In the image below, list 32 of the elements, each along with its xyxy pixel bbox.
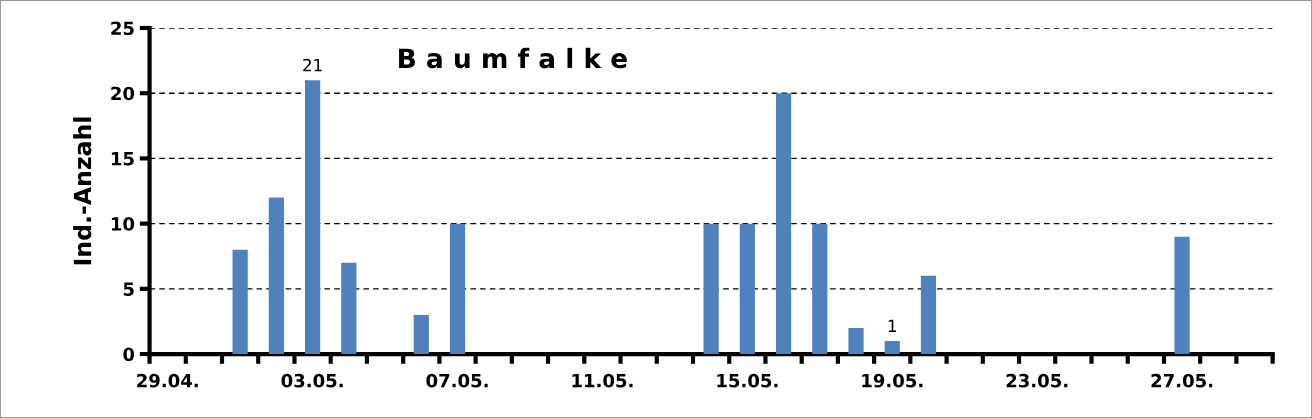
bar [920, 275, 937, 355]
bar [884, 341, 900, 355]
bar [232, 249, 248, 355]
x-tick-label: 07.05. [426, 373, 488, 388]
bar [739, 223, 755, 355]
y-tick-label: 0 [123, 347, 135, 362]
bar [848, 327, 864, 355]
bar [413, 314, 429, 355]
bar [304, 80, 321, 355]
bar [449, 223, 466, 355]
x-tick-label: 15.05. [717, 373, 778, 388]
text: B a u m f a l k e [399, 47, 627, 69]
data-label: 21 [303, 58, 322, 72]
x-tick-label: 29.04. [137, 373, 198, 388]
x-tick-label: 27.05. [1151, 373, 1213, 388]
x-tick-label: 23.05. [1006, 373, 1068, 388]
x-tick-label: 11.05. [572, 373, 633, 388]
y-tick-label: 25 [111, 21, 134, 36]
data-label: 1 [888, 319, 897, 332]
bar [1174, 236, 1190, 355]
y-tick-label: 10 [111, 217, 135, 231]
y-tick-label: 20 [111, 86, 135, 101]
bar [268, 197, 284, 355]
bar [775, 93, 792, 355]
y-tick-label: 5 [123, 282, 134, 296]
bar [812, 223, 828, 355]
x-tick-label: 19.05. [862, 373, 923, 388]
bar [341, 262, 357, 355]
x-tick-label: 03.05. [281, 373, 343, 388]
y-axis-title: Ind.-Anzahl [73, 117, 92, 265]
y-tick-label: 15 [111, 152, 134, 166]
bar [703, 223, 719, 355]
